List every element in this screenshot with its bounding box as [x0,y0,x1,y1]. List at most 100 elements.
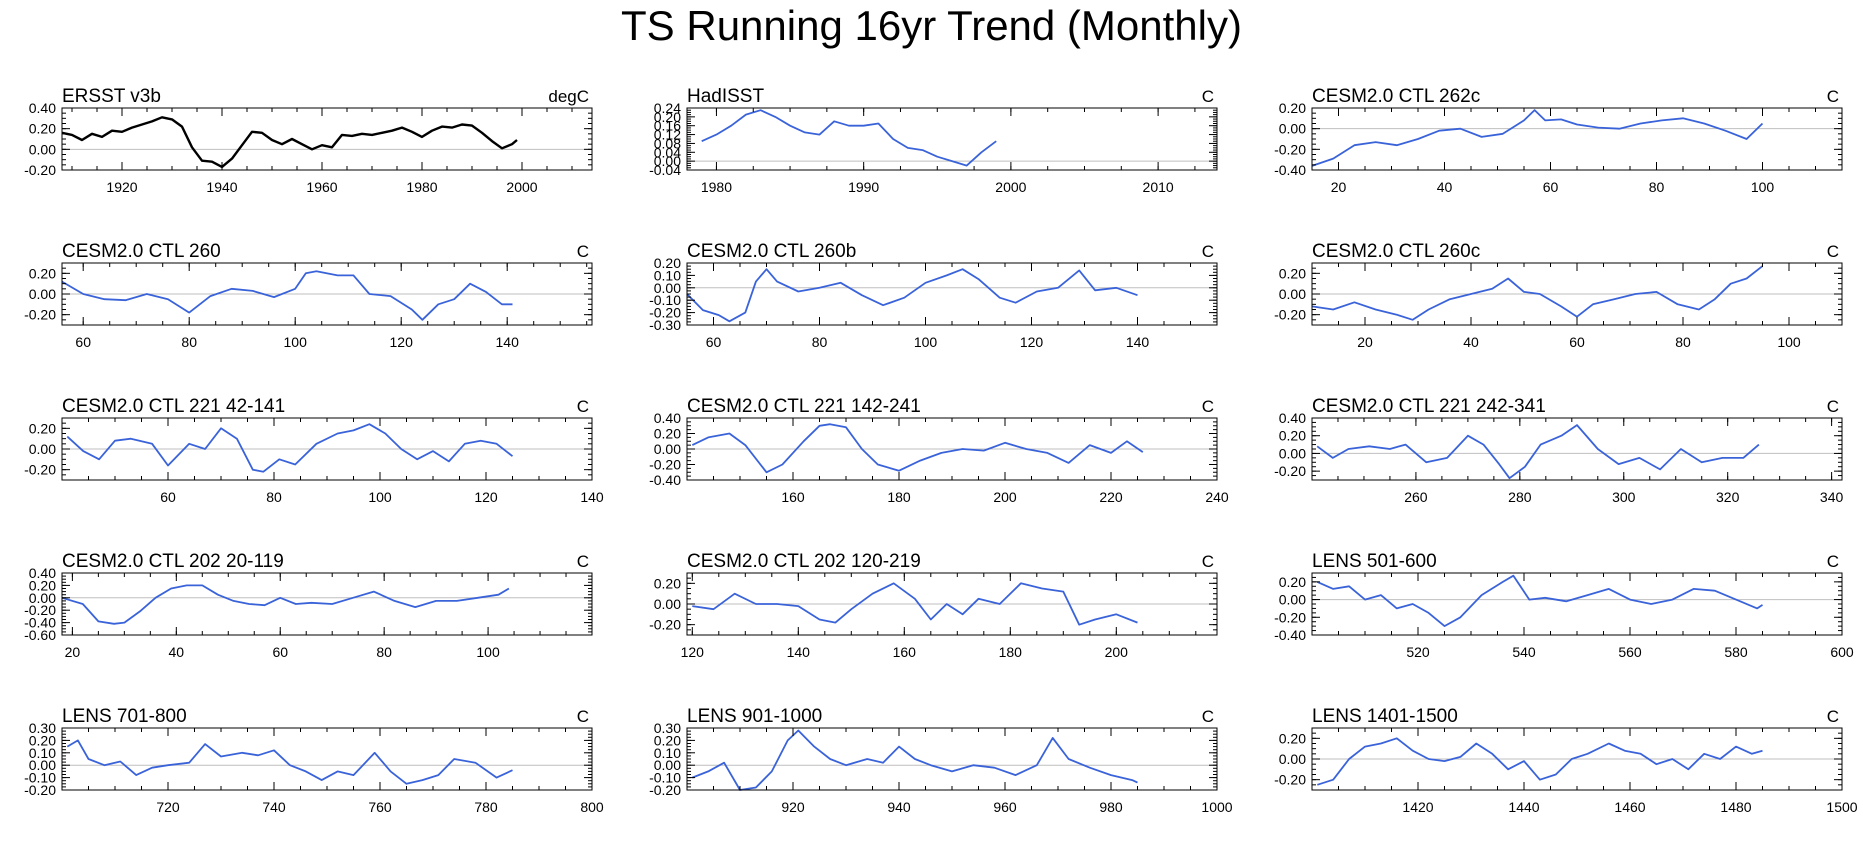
y-tick-label: -0.20 [649,617,681,633]
x-tick-label: 260 [1404,489,1428,505]
series-line-ersst-v3b [61,116,518,169]
y-tick-label: 0.20 [29,420,56,436]
y-tick-label: 0.12 [654,127,681,143]
x-tick-label: 180 [887,489,911,505]
x-tick-label: 120 [390,334,414,350]
panel-ersst-v3b: ERSST v3b degC -0.20 0.00 0.20 0.40 1920 1940 19… [24,86,593,195]
x-tick-label: 580 [1724,644,1748,660]
y-tick-label: -0.20 [1274,772,1306,788]
x-tick-label: 40 [169,644,185,660]
y-tick-label: 0.10 [654,745,681,761]
x-tick-label: 20 [65,644,81,660]
y-tick-label: -0.40 [24,615,56,631]
panel-cesm2-0-ctl-202-20-119: CESM2.0 CTL 202 20-119 C-0.60-0.40-0.200.… [24,551,593,660]
x-tick-label: 940 [887,799,911,815]
y-tick-label: 0.40 [29,565,56,581]
x-tick-label: 40 [1437,179,1453,195]
y-tick-label: 0.20 [654,109,681,125]
y-tick-label: 0.10 [29,745,56,761]
y-tick-label: 0.20 [1279,574,1306,590]
x-tick-label: 120 [681,644,705,660]
series-line-260b [686,268,1138,323]
y-tick-label: 0.00 [654,280,681,296]
y-tick-label: -0.20 [24,782,56,798]
panel-cesm2-0-ctl-262c: CESM2.0 CTL 262c C -0.40 -0.20 0.00 0.20 20 40 6… [1274,86,1843,195]
y-tick-label: -0.20 [649,782,681,798]
x-tick-label: 520 [1406,644,1430,660]
panel-units: C [1827,707,1839,726]
x-tick-label: 100 [476,644,500,660]
x-tick-label: 600 [1830,644,1854,660]
y-tick-label: 0.24 [654,100,681,116]
panel-units: C [1827,552,1839,571]
x-tick-label: 160 [893,644,917,660]
y-tick-label: 0.20 [654,255,681,271]
plot-frame [61,727,593,791]
x-tick-label: 20 [1357,334,1373,350]
x-tick-label: 1460 [1614,799,1645,815]
y-tick-label: 0.20 [29,732,56,748]
panel-units: C [1202,242,1214,261]
panel-units: C [577,707,589,726]
x-tick-label: 100 [914,334,938,350]
panel-title: LENS 701-800 [62,706,187,727]
x-tick-label: 220 [1099,489,1123,505]
y-tick-label: -0.20 [24,162,56,178]
x-tick-label: 920 [781,799,805,815]
y-tick-label: -0.40 [649,472,681,488]
x-tick-label: 780 [474,799,498,815]
series-line-221-142-241 [691,423,1144,474]
x-tick-label: 560 [1618,644,1642,660]
panel-title: CESM2.0 CTL 202 120-219 [687,551,921,572]
y-tick-label: 0.20 [29,121,56,137]
y-tick-label: 0.00 [1279,445,1306,461]
y-tick-label: -0.10 [649,292,681,308]
x-tick-label: 320 [1716,489,1740,505]
x-tick-label: 300 [1612,489,1636,505]
x-tick-label: 60 [706,334,722,350]
y-tick-label: 0.00 [29,141,56,157]
y-tick-label: 0.40 [654,410,681,426]
x-tick-label: 2000 [506,179,537,195]
panel-units: C [577,397,589,416]
y-tick-label: -0.20 [649,457,681,473]
panel-cesm2-0-ctl-221-142-241: CESM2.0 CTL 221 142-241 C-0.40-0.200.000.… [649,396,1229,505]
y-tick-label: 0.20 [1279,730,1306,746]
y-tick-label: 0.16 [654,118,681,134]
plot-frame [61,107,593,171]
y-tick-label: -0.20 [24,462,56,478]
x-tick-label: 80 [1675,334,1691,350]
x-tick-label: 180 [999,644,1023,660]
panel-units: C [1827,87,1839,106]
x-tick-label: 60 [1543,179,1559,195]
y-tick-label: 0.00 [29,757,56,773]
y-tick-label: -0.10 [649,770,681,786]
y-tick-label: 0.20 [1279,100,1306,116]
y-tick-label: 0.00 [29,590,56,606]
series-line-262c [1311,109,1764,167]
y-tick-label: 0.00 [1279,121,1306,137]
x-tick-label: 740 [262,799,286,815]
x-tick-label: 2000 [995,179,1026,195]
series-line-hadisst [701,109,997,167]
series-line-lens-1401-1500 [1317,737,1763,786]
panel-title: LENS 501-600 [1312,551,1437,572]
x-tick-label: 200 [1105,644,1129,660]
y-tick-label: -0.20 [1274,141,1306,157]
x-tick-label: 60 [75,334,91,350]
y-tick-label: 0.00 [654,441,681,457]
x-tick-label: 800 [580,799,604,815]
series-line-lens-501-600 [1316,574,1763,627]
x-tick-label: 140 [496,334,520,350]
y-tick-label: -0.20 [649,305,681,321]
y-tick-label: -0.20 [1274,609,1306,625]
x-tick-label: 100 [284,334,308,350]
series-line-lens-701-800 [66,739,513,785]
y-tick-label: 0.40 [29,100,56,116]
y-tick-label: -0.20 [24,602,56,618]
panel-title: CESM2.0 CTL 221 142-241 [687,396,921,417]
panel-title: LENS 1401-1500 [1312,706,1458,727]
x-tick-label: 100 [1751,179,1775,195]
panel-units: degC [548,87,589,106]
